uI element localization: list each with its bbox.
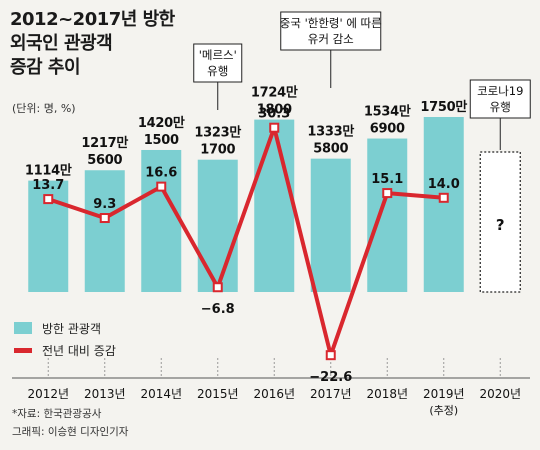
bar-value-label: 1420만 (138, 115, 185, 131)
x-tick-label: 2020년 (479, 387, 521, 401)
legend-label-change: 전년 대비 증감 (42, 343, 116, 358)
bar-value-label: 1800 (257, 103, 292, 118)
bar-value-label: 5800 (313, 142, 348, 157)
legend-item-visitors: 방한 관광객 (14, 317, 116, 339)
bar-value-label: 1750만 (420, 99, 467, 115)
title-line-1: 2012~2017년 방한 (10, 9, 175, 30)
change-value-label: 9.3 (93, 197, 116, 212)
x-tick-label: 2019년 (423, 387, 465, 401)
change-value-label: −22.6 (309, 370, 352, 385)
change-point (212, 282, 223, 293)
bar-value-label: 1534만 (364, 104, 411, 120)
change-value-label: 15.1 (371, 172, 403, 187)
bar (423, 117, 464, 292)
bar (254, 119, 295, 292)
bar (141, 149, 182, 292)
legend-item-change: 전년 대비 증감 (14, 339, 116, 361)
bar-value-label: ? (496, 216, 505, 234)
change-point (325, 350, 336, 361)
legend-line-swatch (14, 347, 32, 353)
bar-value-label: 6900 (370, 122, 405, 137)
source-block: *자료: 한국관광공사 그래픽: 이승현 디자인기자 (12, 405, 128, 441)
unit-label: (단위: 명, %) (12, 102, 76, 115)
change-value-label: −6.8 (201, 302, 235, 317)
legend: 방한 관광객 전년 대비 증감 (14, 317, 116, 361)
annotation-text: 유행 (490, 100, 511, 114)
title-line-3: 증감 추이 (10, 57, 81, 78)
annotation-box (469, 79, 531, 119)
title-line-2: 외국인 관광객 (10, 33, 113, 54)
annotation-text: 유커 감소 (308, 32, 354, 46)
change-value-label: 13.7 (32, 178, 64, 193)
annotation-text: 코로나19 (477, 84, 523, 98)
bar-value-label: 5600 (87, 153, 122, 168)
x-tick-label: 2012년 (27, 387, 69, 401)
change-point (43, 194, 54, 205)
chart-title: 2012~2017년 방한 외국인 관광객 증감 추이 (10, 8, 175, 80)
change-line (47, 125, 444, 358)
bar (84, 170, 125, 292)
legend-bar-swatch (14, 322, 32, 334)
change-point (269, 122, 280, 133)
change-point (156, 181, 167, 192)
bar-value-label: 1724만 (251, 85, 298, 101)
annotation-text: 중국 '한한령' 에 따른 (280, 16, 382, 30)
bar-value-label: 1700 (200, 143, 235, 158)
x-tick-label: 2017년 (310, 387, 352, 401)
source-text: *자료: 한국관광공사 (12, 408, 102, 420)
annotation-box (280, 11, 382, 51)
bar-value-label: 1217만 (81, 135, 128, 151)
annotation-text: 유행 (207, 64, 228, 78)
legend-label-visitors: 방한 관광객 (42, 321, 102, 336)
x-tick-sublabel: (추정) (429, 404, 458, 417)
bar-value-label: 1333만 (307, 124, 354, 140)
change-point (438, 192, 449, 203)
bar (197, 159, 238, 292)
change-value-label: 16.6 (145, 166, 177, 181)
bar (310, 158, 351, 292)
bar (367, 138, 408, 292)
x-tick-label: 2014년 (140, 387, 182, 401)
x-tick-label: 2016년 (253, 387, 295, 401)
change-value-label: 30.3 (258, 107, 290, 122)
bar-unknown (479, 151, 521, 293)
x-tick-label: 2018년 (366, 387, 408, 401)
bar-value-label: 1323만 (194, 125, 241, 141)
bar-value-label: 1500 (144, 133, 179, 148)
x-tick-label: 2013년 (84, 387, 126, 401)
credit-text: 그래픽: 이승현 디자인기자 (12, 426, 129, 438)
x-tick-label: 2015년 (197, 387, 239, 401)
bar-value-label: 1114만 (25, 163, 72, 179)
annotation-text: '메르스' (199, 48, 237, 62)
change-point (99, 213, 110, 224)
change-point (382, 188, 393, 199)
change-value-label: 14.0 (428, 177, 460, 192)
